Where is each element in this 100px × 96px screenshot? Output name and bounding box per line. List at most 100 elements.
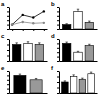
x-axis xyxy=(60,93,98,94)
y-tick xyxy=(57,52,59,53)
y-tick xyxy=(7,39,9,40)
y-tick-mark xyxy=(7,71,9,72)
line xyxy=(12,11,44,24)
panel-label: a xyxy=(1,1,5,7)
y-tick xyxy=(7,50,9,51)
point xyxy=(32,16,34,18)
y-tick-mark xyxy=(57,71,59,72)
panel xyxy=(7,72,48,94)
error-bar xyxy=(15,43,17,45)
bar xyxy=(62,43,71,61)
y-axis xyxy=(7,72,10,94)
bar xyxy=(88,74,95,93)
bar xyxy=(14,75,26,93)
y-tick xyxy=(57,82,59,83)
y-tick-mark xyxy=(7,25,9,26)
y-axis xyxy=(57,40,60,62)
panel xyxy=(7,8,48,32)
y-tick xyxy=(57,43,59,44)
y-tick xyxy=(7,45,9,46)
error-bar xyxy=(77,9,79,11)
y-tick xyxy=(57,16,59,17)
y-tick-mark xyxy=(7,7,9,8)
y-tick xyxy=(57,57,59,58)
panel xyxy=(57,8,98,30)
y-tick-mark xyxy=(57,43,59,44)
y-tick xyxy=(57,20,59,21)
y-tick xyxy=(57,11,59,12)
panel xyxy=(57,72,98,94)
x-axis-line xyxy=(10,29,48,30)
x-axis xyxy=(10,93,48,94)
x-axis xyxy=(10,29,48,31)
y-tick-mark xyxy=(7,56,9,57)
y-tick-mark xyxy=(7,75,9,76)
bar xyxy=(70,77,77,94)
y-tick xyxy=(7,56,9,57)
y-tick xyxy=(57,93,59,94)
y-tick-mark xyxy=(7,61,9,62)
x-tick xyxy=(33,29,34,31)
error-bar xyxy=(88,44,90,45)
y-tick-mark xyxy=(7,20,9,21)
bar xyxy=(74,11,83,29)
x-axis-line xyxy=(10,61,48,62)
bar xyxy=(79,79,86,93)
panel-label: b xyxy=(51,1,55,7)
y-tick-mark xyxy=(7,50,9,51)
y-tick xyxy=(57,77,59,78)
y-tick xyxy=(7,11,9,12)
bar xyxy=(85,22,94,29)
y-tick-mark xyxy=(7,29,9,30)
x-axis-line xyxy=(10,93,48,94)
y-axis-line xyxy=(9,72,10,94)
x-axis xyxy=(60,61,98,62)
y-tick xyxy=(7,71,9,72)
y-tick xyxy=(7,16,9,17)
y-tick-mark xyxy=(7,93,9,94)
y-tick-mark xyxy=(7,16,9,17)
y-tick-mark xyxy=(57,52,59,53)
y-tick xyxy=(57,88,59,89)
y-tick-mark xyxy=(7,80,9,81)
x-axis xyxy=(10,61,48,62)
y-tick xyxy=(7,75,9,76)
x-axis-line xyxy=(60,61,98,62)
panel-label: f xyxy=(51,65,54,71)
bar xyxy=(62,82,69,93)
line xyxy=(12,22,44,25)
y-axis xyxy=(7,8,10,30)
y-tick-mark xyxy=(57,20,59,21)
y-tick-mark xyxy=(57,48,59,49)
x-axis-line xyxy=(60,93,98,94)
error-bar xyxy=(88,21,90,22)
y-tick-mark xyxy=(7,89,9,90)
y-tick xyxy=(57,39,59,40)
y-tick xyxy=(7,29,9,30)
point xyxy=(43,22,45,24)
y-tick-mark xyxy=(7,11,9,12)
panel-label: e xyxy=(1,65,5,71)
x-tick xyxy=(23,29,24,31)
x-tick-mark xyxy=(33,29,34,31)
y-axis-line xyxy=(9,40,10,62)
y-tick-mark xyxy=(57,25,59,26)
y-tick-mark xyxy=(7,39,9,40)
y-tick xyxy=(57,7,59,8)
bar xyxy=(74,52,83,61)
panel xyxy=(57,40,98,62)
y-tick xyxy=(57,29,59,30)
y-axis-line xyxy=(59,8,60,30)
y-tick xyxy=(7,25,9,26)
y-axis-line xyxy=(9,8,10,30)
y-tick xyxy=(7,84,9,85)
x-axis-line xyxy=(60,29,98,30)
y-tick-mark xyxy=(57,77,59,78)
error-bar xyxy=(90,72,92,74)
panel xyxy=(7,40,48,62)
error-bar xyxy=(19,74,21,75)
y-tick xyxy=(7,7,9,8)
plot-area xyxy=(12,42,43,61)
error-bar xyxy=(65,23,67,25)
bar xyxy=(12,45,21,62)
